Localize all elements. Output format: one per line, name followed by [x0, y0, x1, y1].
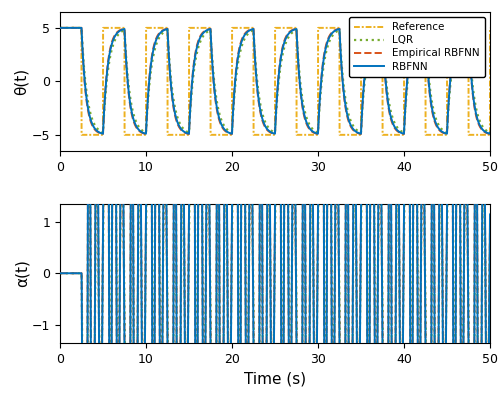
Reference — [78, 132, 84, 137]
LQR — [354, 128, 360, 132]
Empirical RBFNN — [141, 131, 147, 136]
LQR — [487, 130, 493, 134]
Empirical RBFNN — [57, 26, 63, 30]
Y-axis label: θ(t): θ(t) — [14, 68, 29, 95]
LQR — [315, 130, 321, 135]
Line: Reference: Reference — [60, 28, 490, 135]
Empirical RBFNN — [229, 132, 235, 136]
RBFNN — [272, 131, 278, 136]
RBFNN — [308, 128, 314, 132]
RBFNN — [101, 109, 107, 114]
Empirical RBFNN — [354, 130, 360, 135]
RBFNN — [57, 26, 63, 30]
LQR — [466, 44, 472, 49]
X-axis label: Time (s): Time (s) — [244, 371, 306, 386]
Empirical RBFNN — [487, 130, 493, 135]
Y-axis label: α(t): α(t) — [14, 259, 29, 287]
LQR — [57, 26, 63, 30]
Empirical RBFNN — [101, 108, 107, 113]
Line: RBFNN: RBFNN — [60, 28, 490, 134]
Reference — [348, 132, 354, 137]
RBFNN — [487, 130, 493, 135]
Line: Empirical RBFNN: Empirical RBFNN — [60, 28, 490, 134]
Reference — [487, 26, 493, 30]
RBFNN — [466, 46, 472, 50]
Reference — [57, 26, 63, 30]
Line: LQR: LQR — [60, 28, 490, 133]
Empirical RBFNN — [308, 128, 314, 133]
LQR — [348, 119, 354, 124]
Reference — [354, 132, 360, 137]
Legend: Reference, LQR, Empirical RBFNN, RBFNN: Reference, LQR, Empirical RBFNN, RBFNN — [350, 17, 485, 77]
Empirical RBFNN — [348, 125, 354, 129]
Empirical RBFNN — [466, 46, 472, 51]
LQR — [308, 125, 314, 130]
Reference — [466, 132, 472, 137]
Reference — [141, 132, 147, 137]
RBFNN — [348, 123, 354, 128]
LQR — [101, 111, 107, 116]
Reference — [101, 26, 107, 30]
RBFNN — [141, 131, 147, 136]
RBFNN — [354, 130, 360, 134]
LQR — [141, 129, 147, 134]
Reference — [308, 132, 314, 137]
